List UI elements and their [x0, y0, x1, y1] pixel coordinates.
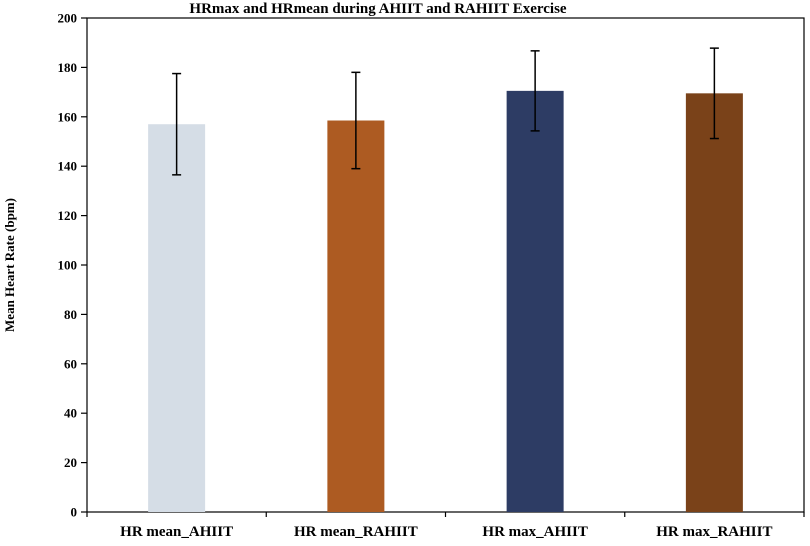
- y-tick-label: 160: [58, 109, 78, 124]
- y-tick-label: 140: [58, 159, 78, 174]
- x-tick-label: HR max_RAHIIT: [656, 524, 772, 540]
- y-tick-label: 0: [71, 505, 78, 520]
- y-tick-label: 200: [58, 11, 78, 26]
- bar: [685, 93, 743, 513]
- chart-title: HRmax and HRmean during AHIIT and RAHIIT…: [189, 1, 566, 17]
- y-tick-label: 120: [58, 208, 78, 223]
- bar: [506, 90, 564, 513]
- y-tick-label: 180: [58, 60, 78, 75]
- x-tick-label: HR max_AHIIT: [482, 524, 587, 540]
- plot-area: 0 20 40 60 80 100 120 140 160 180 200 HR mean_AHIIT…: [58, 11, 805, 540]
- bar: [148, 124, 206, 513]
- x-tick-label: HR mean_AHIIT: [120, 524, 233, 540]
- y-tick-label: 60: [64, 356, 77, 371]
- y-tick-label: 40: [64, 406, 77, 421]
- y-tick-label: 20: [64, 455, 77, 470]
- y-axis-label: Mean Heart Rate (bpm): [2, 198, 17, 332]
- y-tick-label: 80: [64, 307, 77, 322]
- bar: [327, 120, 385, 512]
- y-tick-label: 100: [58, 258, 78, 273]
- x-tick-label: HR mean_RAHIIT: [294, 524, 418, 540]
